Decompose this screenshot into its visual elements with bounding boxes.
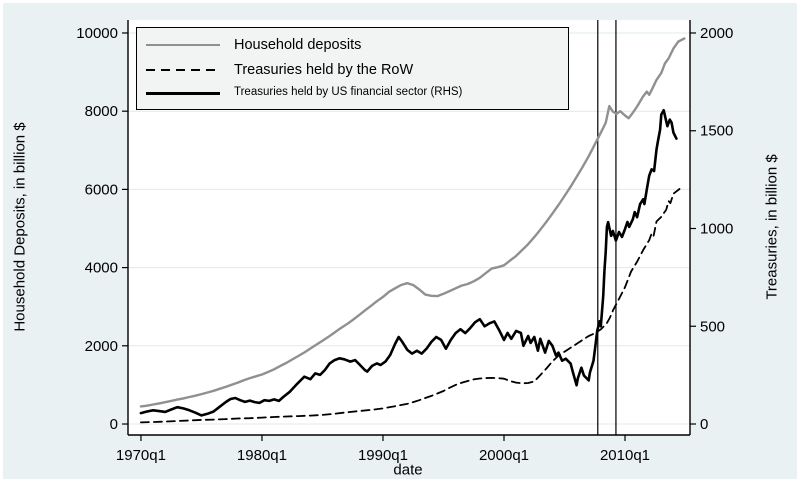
- legend-label: Treasuries held by US financial sector (…: [234, 86, 463, 99]
- legend-entry: Treasuries held by US financial sector (…: [137, 87, 568, 99]
- legend-entry: Treasuries held by the RoW: [137, 63, 568, 78]
- legend-label: Household deposits: [234, 37, 362, 54]
- x-tick-label: 2010q1: [600, 447, 650, 464]
- y-axis-right-title: Treasuries, in billion $: [763, 154, 781, 300]
- y-axis-left-title: Household Deposits, in billion $: [11, 122, 29, 332]
- x-axis-title: date: [393, 461, 423, 479]
- y-left-tick-label: 6000: [85, 181, 118, 198]
- legend-label: Treasuries held by the RoW: [234, 61, 414, 78]
- y-left-tick-label: 0: [110, 416, 118, 433]
- y-left-tick-label: 2000: [85, 338, 118, 355]
- x-tick-label: 2000q1: [479, 447, 529, 464]
- y-right-tick-label: 500: [700, 318, 725, 335]
- x-tick-label: 1970q1: [116, 447, 166, 464]
- legend-key-line: [146, 69, 220, 71]
- x-tick-label: 1990q1: [358, 447, 408, 464]
- y-right-tick-label: 1000: [700, 220, 733, 237]
- series-line-treasuries-held-by-the-row: [140, 188, 681, 424]
- y-left-tick-label: 4000: [85, 260, 118, 277]
- series-line-household-deposits: [139, 37, 686, 408]
- legend-key-line: [146, 91, 220, 95]
- x-tick-label: 1980q1: [237, 447, 287, 464]
- legend-entry: Household deposits: [137, 38, 568, 53]
- y-right-tick-label: 0: [700, 416, 708, 433]
- y-right-tick-label: 2000: [700, 25, 733, 42]
- legend: Household deposits Treasuries held by the…: [136, 27, 569, 110]
- y-right-tick-label: 1500: [700, 123, 733, 140]
- legend-key-line: [146, 44, 220, 47]
- y-left-tick-label: 8000: [85, 103, 118, 120]
- series-line-treasuries-held-by-us-financial-sector-rhs: [139, 108, 678, 417]
- y-left-tick-label: 10000: [76, 25, 118, 42]
